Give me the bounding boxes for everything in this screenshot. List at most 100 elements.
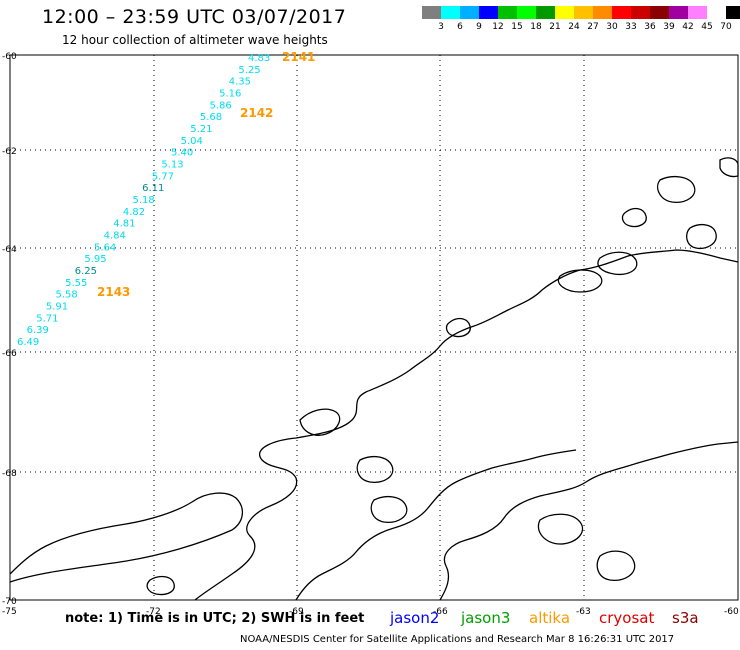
colorbar-swatch	[707, 6, 726, 19]
longitude-label: -66	[433, 607, 448, 617]
longitude-label: -60	[724, 607, 739, 617]
colorbar-label: 27	[587, 22, 599, 32]
altimeter-track: 4.835.254.355.165.865.685.215.045.405.13…	[17, 50, 315, 348]
note-text: note: 1) Time is in UTC; 2) SWH is in fe…	[65, 611, 365, 626]
colorbar-swatch	[460, 6, 479, 19]
orbit-number: 2143	[97, 285, 130, 299]
colorbar-swatch	[631, 6, 650, 19]
swh-value: 5.58	[56, 290, 78, 301]
colorbar-swatch	[650, 6, 669, 19]
island-coastline	[299, 408, 341, 436]
page-title: 12:00 – 23:59 UTC 03/07/2017	[42, 6, 347, 28]
island-coastline	[537, 513, 584, 545]
colorbar-label: 70	[720, 22, 732, 32]
colorbar-swatch	[441, 6, 460, 19]
longitude-label: -63	[576, 607, 591, 617]
satellite-legend-item: cryosat	[599, 609, 655, 627]
satellite-legend-item: s3a	[672, 609, 699, 627]
latitude-label: -70	[2, 597, 17, 607]
swh-value: 5.86	[210, 100, 232, 111]
peninsula-coastline	[194, 249, 739, 601]
swh-value: 6.11	[142, 183, 164, 194]
swh-value: 5.04	[181, 136, 203, 147]
island-coastline	[719, 157, 739, 178]
latitude-label: -60	[2, 52, 17, 62]
island-coastline	[557, 269, 603, 293]
colorbar-label: 30	[606, 22, 618, 32]
island-coastline	[146, 575, 175, 596]
swh-value: 5.95	[84, 254, 106, 265]
colorbar-label: 9	[476, 22, 482, 32]
colorbar-swatch	[498, 6, 517, 19]
swh-value: 5.13	[161, 160, 183, 171]
satellite-legend-item: jason3	[461, 609, 511, 627]
colorbar	[422, 6, 740, 19]
island-coastline	[356, 455, 394, 483]
satellite-legend-item: jason2	[390, 609, 440, 627]
colorbar-swatch	[612, 6, 631, 19]
colorbar-label: 42	[682, 22, 694, 32]
colorbar-swatch	[688, 6, 707, 19]
latitude-label: -66	[2, 349, 17, 359]
swh-value: 4.83	[248, 53, 270, 64]
peninsula-interior-coastline	[439, 441, 739, 601]
coastline	[9, 157, 739, 601]
page-subtitle: 12 hour collection of altimeter wave hei…	[62, 33, 328, 47]
colorbar-swatch	[669, 6, 688, 19]
colorbar-label: 39	[663, 22, 675, 32]
colorbar-swatch	[555, 6, 574, 19]
longitude-label: -69	[289, 607, 304, 617]
colorbar-label: 18	[530, 22, 542, 32]
swh-value: 5.68	[200, 112, 222, 123]
colorbar-swatch	[517, 6, 536, 19]
swh-value: 5.64	[94, 242, 116, 253]
colorbar-swatch	[479, 6, 498, 19]
colorbar-label: 33	[625, 22, 637, 32]
swh-value: 5.71	[36, 313, 58, 324]
longitude-label: -75	[2, 607, 17, 617]
bay-coastline	[295, 449, 577, 601]
colorbar-swatch	[536, 6, 555, 19]
colorbar-label: 45	[701, 22, 713, 32]
colorbar-swatch	[422, 6, 441, 19]
swh-value: 4.82	[123, 207, 145, 218]
swh-value: 4.35	[229, 77, 251, 88]
colorbar-label: 12	[492, 22, 504, 32]
island-coastline	[597, 251, 638, 276]
colorbar-swatch	[574, 6, 593, 19]
swh-value: 4.81	[113, 219, 135, 230]
swh-value: 5.16	[219, 89, 241, 100]
swh-value: 5.55	[65, 278, 87, 289]
swh-value: 6.25	[75, 266, 97, 277]
island-coastline	[445, 317, 471, 338]
colorbar-label: 21	[549, 22, 561, 32]
graticule	[10, 55, 738, 600]
swh-value: 6.49	[17, 337, 39, 348]
colorbar-label: 24	[568, 22, 580, 32]
latitude-label: -62	[2, 147, 17, 157]
swh-value: 5.91	[46, 302, 68, 313]
colorbar-swatch	[593, 6, 612, 19]
latitude-label: -64	[2, 245, 17, 255]
longitude-labels: -75 -72 -69 -66 -63 -60	[2, 607, 739, 617]
colorbar-swatch	[726, 6, 740, 19]
swh-value: 4.84	[104, 231, 126, 242]
colorbar-label: 6	[457, 22, 463, 32]
colorbar-label: 15	[511, 22, 523, 32]
south-landmass-coastline	[9, 492, 243, 583]
latitude-labels: -60 -62 -64 -66 -68 -70	[2, 52, 17, 607]
swh-value: 5.18	[133, 195, 155, 206]
island-coastline	[685, 223, 717, 250]
swh-value: 5.21	[190, 124, 212, 135]
swh-value: 5.77	[152, 171, 174, 182]
longitude-label: -72	[146, 607, 161, 617]
orbit-number: 2142	[240, 106, 273, 120]
colorbar-label: 36	[644, 22, 656, 32]
credit-text: NOAA/NESDIS Center for Satellite Applica…	[240, 634, 675, 645]
island-coastline	[621, 207, 647, 228]
swh-value: 6.39	[27, 325, 49, 336]
satellite-legend-item: altika	[529, 609, 571, 627]
